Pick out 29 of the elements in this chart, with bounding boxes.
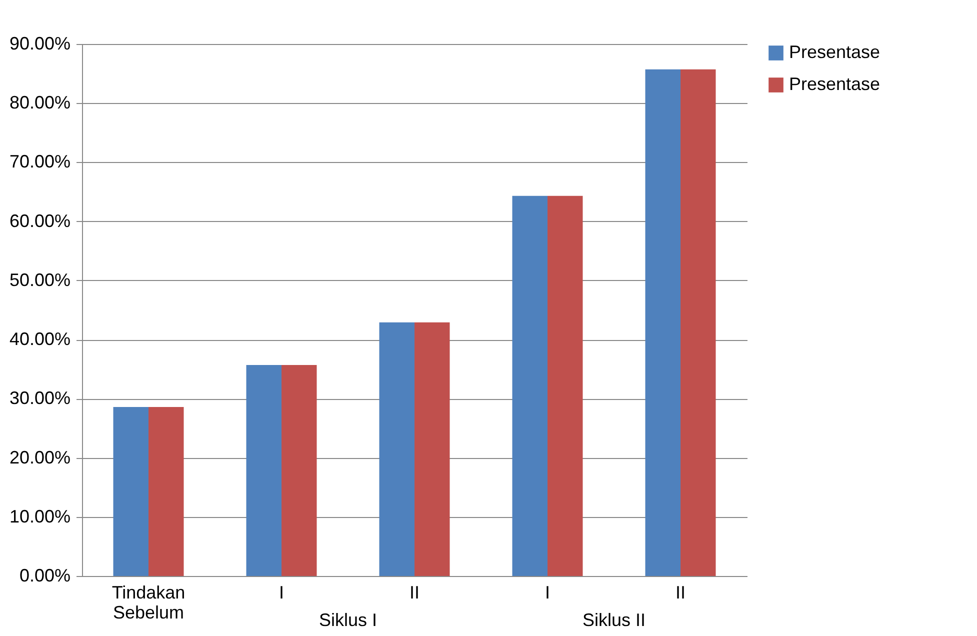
text: Siklus II <box>582 610 646 630</box>
bar <box>548 196 583 576</box>
y-tick-label: 80.00% <box>9 92 70 113</box>
y-tick-label: 30.00% <box>9 388 70 408</box>
x-tick-label: II <box>675 582 686 602</box>
x-tick-label: I <box>544 582 550 602</box>
y-tick-label: 70.00% <box>9 152 70 172</box>
text: Siklus I <box>318 610 378 630</box>
legend-label: Presentase <box>789 42 880 62</box>
y-tick-label: 50.00% <box>9 270 70 290</box>
bar <box>148 406 184 576</box>
bar <box>246 364 282 576</box>
bar <box>282 364 317 576</box>
y-tick-label: 10.00% <box>9 506 70 526</box>
bar <box>512 196 548 576</box>
x-tick-label: Tindakan Sebelum <box>112 582 186 622</box>
y-tick-label: 40.00% <box>9 329 70 350</box>
y-tick-label: 0.00% <box>19 566 70 586</box>
bar <box>680 69 716 576</box>
x-tick-label: I <box>278 582 284 602</box>
y-tick-label: 60.00% <box>9 210 70 231</box>
y-tick-label: 90.00% <box>9 34 70 54</box>
bar <box>113 406 148 576</box>
x-tick-label: II <box>409 582 420 602</box>
legend-label: Presentase <box>789 74 880 94</box>
bar <box>414 322 450 576</box>
y-tick-label: 20.00% <box>9 447 70 468</box>
bar <box>645 69 680 576</box>
bar <box>379 322 414 576</box>
